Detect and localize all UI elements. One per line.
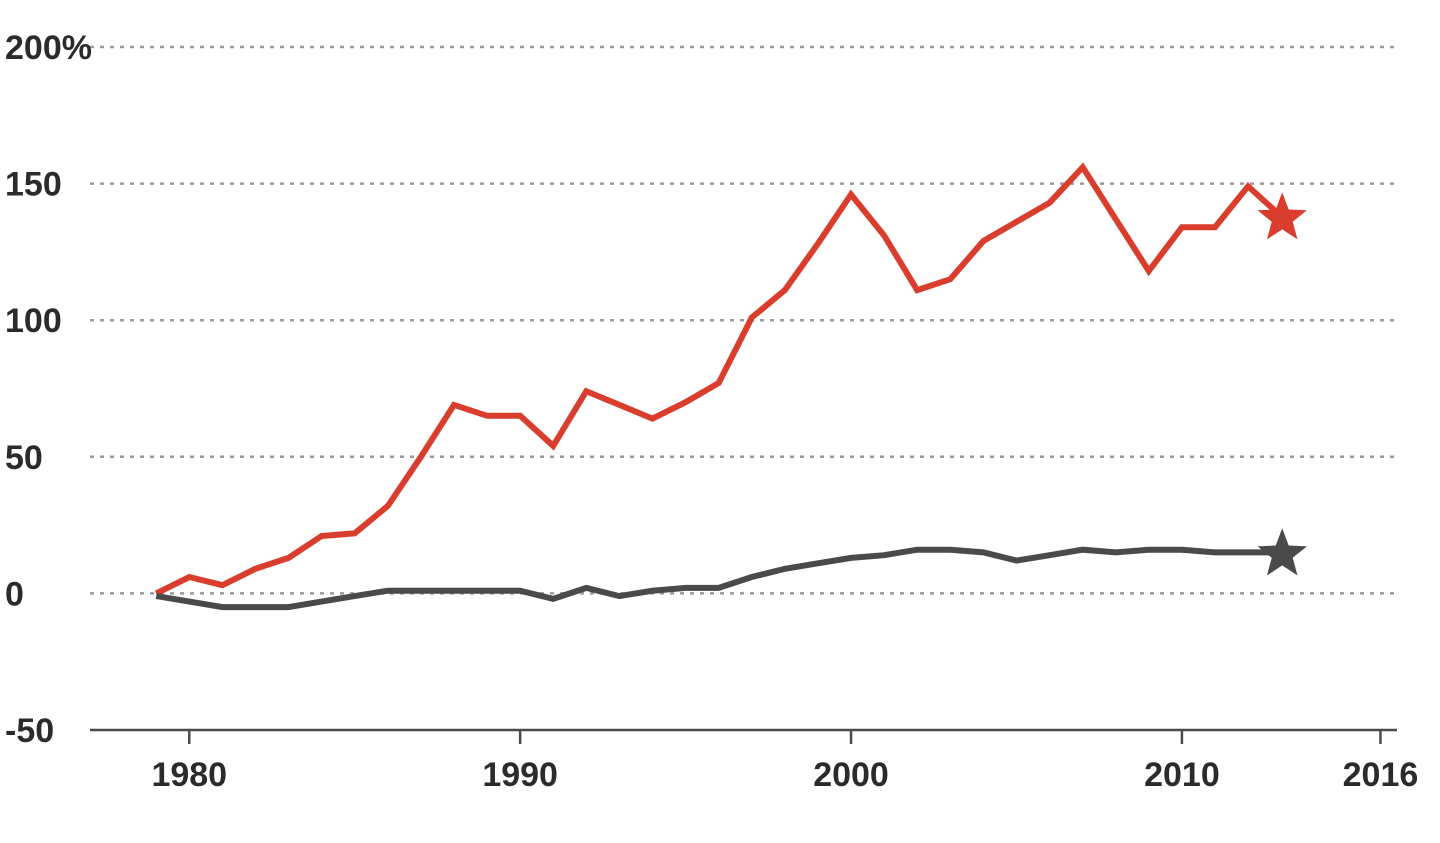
x-tick-label: 1990 [482, 756, 558, 794]
x-axis-labels: 1980 1990 2000 2010 2016 [151, 756, 1418, 794]
y-tick-label: 200% [5, 29, 92, 67]
x-tick-label: 2000 [813, 756, 889, 794]
y-tick-label: -50 [5, 712, 54, 750]
series-end-markers [1257, 192, 1307, 576]
x-tick-label: 2010 [1144, 756, 1220, 794]
grid-lines [90, 45, 1397, 595]
y-tick-label: 50 [5, 439, 43, 477]
series-1-end-star-icon [1257, 192, 1307, 240]
series-lines [154, 162, 1284, 611]
y-axis-labels: 200% 150 100 50 0 -50 [5, 29, 92, 750]
y-tick-label: 0 [5, 575, 24, 613]
y-tick-label: 100 [5, 302, 62, 340]
series-2-end-star-icon [1257, 528, 1307, 576]
x-tick-label: 2016 [1343, 756, 1419, 794]
y-tick-label: 150 [5, 166, 62, 204]
x-tick-label: 1980 [151, 756, 227, 794]
x-axis [90, 728, 1397, 744]
series-line-2 [155, 546, 1282, 611]
series-line-1 [154, 162, 1284, 597]
